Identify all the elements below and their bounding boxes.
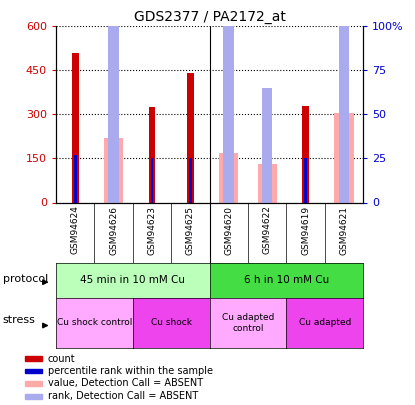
Bar: [104, 138, 123, 202]
Text: GSM94625: GSM94625: [186, 206, 195, 254]
Bar: [108, 0, 119, 202]
Bar: [187, 73, 194, 202]
Text: GSM94621: GSM94621: [339, 206, 349, 254]
Text: rank, Detection Call = ABSENT: rank, Detection Call = ABSENT: [48, 392, 198, 401]
Bar: [258, 164, 277, 202]
Text: value, Detection Call = ABSENT: value, Detection Call = ABSENT: [48, 378, 203, 388]
Bar: [149, 107, 155, 202]
Text: GSM94626: GSM94626: [109, 206, 118, 254]
Text: 45 min in 10 mM Cu: 45 min in 10 mM Cu: [80, 275, 186, 286]
Text: percentile rank within the sample: percentile rank within the sample: [48, 366, 213, 376]
Bar: [24, 369, 42, 373]
Bar: [304, 158, 307, 202]
Text: Cu adapted: Cu adapted: [298, 318, 351, 328]
Bar: [334, 113, 354, 202]
Bar: [262, 88, 272, 202]
Bar: [339, 0, 349, 202]
Bar: [24, 356, 42, 361]
Text: Cu shock control: Cu shock control: [57, 318, 132, 328]
Text: GSM94622: GSM94622: [263, 206, 272, 254]
Bar: [224, 0, 234, 202]
Bar: [24, 394, 42, 399]
Text: count: count: [48, 354, 76, 364]
Text: 6 h in 10 mM Cu: 6 h in 10 mM Cu: [244, 275, 329, 286]
Bar: [302, 106, 309, 202]
Text: stress: stress: [3, 315, 36, 326]
Text: GSM94619: GSM94619: [301, 206, 310, 255]
Bar: [72, 53, 78, 202]
Text: Cu shock: Cu shock: [151, 318, 192, 328]
Text: GSM94620: GSM94620: [224, 206, 233, 254]
Title: GDS2377 / PA2172_at: GDS2377 / PA2172_at: [134, 10, 286, 24]
Bar: [219, 153, 238, 202]
Text: GSM94623: GSM94623: [147, 206, 156, 254]
Bar: [24, 381, 42, 386]
Text: GSM94624: GSM94624: [71, 206, 80, 254]
Bar: [151, 158, 154, 202]
Text: protocol: protocol: [3, 274, 48, 284]
Text: Cu adapted
control: Cu adapted control: [222, 313, 274, 333]
Bar: [74, 155, 77, 202]
Bar: [189, 158, 192, 202]
